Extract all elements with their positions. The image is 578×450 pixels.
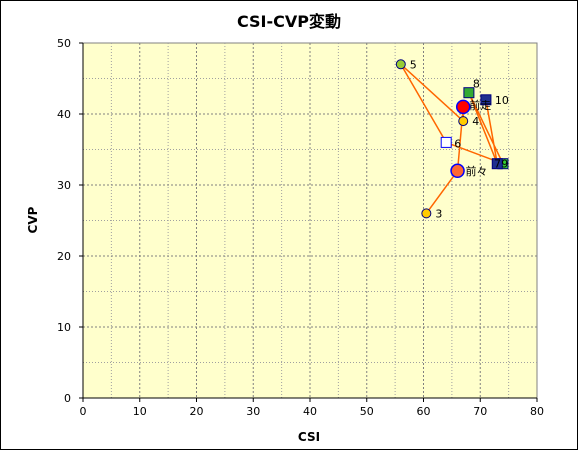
point-label: 10 (495, 94, 509, 107)
y-tick-label: 10 (57, 321, 71, 334)
point-label: 3 (435, 207, 442, 220)
point-marker (395, 59, 406, 70)
x-tick-label: 80 (530, 405, 544, 418)
point-marker (450, 163, 465, 179)
point-marker (463, 87, 475, 99)
point-marker (455, 99, 471, 115)
grid-lines (83, 43, 537, 398)
x-tick-label: 10 (133, 405, 147, 418)
y-tick-label: 30 (57, 179, 71, 192)
point-marker (440, 136, 452, 148)
y-tick-label: 40 (57, 108, 71, 121)
axis-ticks: 0 10 20 30 40 50 60 70 80 0 10 20 30 40 50 (57, 37, 544, 418)
point-label: 8 (473, 78, 480, 91)
y-axis-title: CVP (26, 206, 40, 233)
x-tick-label: 60 (417, 405, 431, 418)
point-label: 前走 (469, 98, 491, 112)
point-label: 4 (472, 115, 479, 128)
y-tick-label: 20 (57, 250, 71, 263)
x-tick-label: 20 (190, 405, 204, 418)
y-tick-label: 50 (57, 37, 71, 50)
point-label: 5 (410, 58, 417, 71)
x-tick-label: 40 (303, 405, 317, 418)
point-label: 前々 (466, 164, 488, 178)
point-label: 9 (501, 158, 508, 171)
point-marker (458, 116, 469, 127)
series-path (400, 63, 505, 214)
point-marker (480, 94, 492, 106)
x-axis-title: CSI (298, 430, 320, 444)
y-tick-label: 0 (64, 392, 71, 405)
point-label: 6 (454, 137, 461, 150)
point-marker (421, 208, 432, 219)
data-points (395, 59, 509, 219)
x-tick-label: 30 (246, 405, 260, 418)
point-marker (491, 158, 503, 170)
x-tick-label: 70 (473, 405, 487, 418)
x-tick-label: 50 (360, 405, 374, 418)
x-tick-label: 0 (80, 405, 87, 418)
series-line (400, 63, 505, 214)
point-label: 7 (494, 158, 501, 171)
chart-title: CSI-CVP変動 (237, 12, 341, 31)
